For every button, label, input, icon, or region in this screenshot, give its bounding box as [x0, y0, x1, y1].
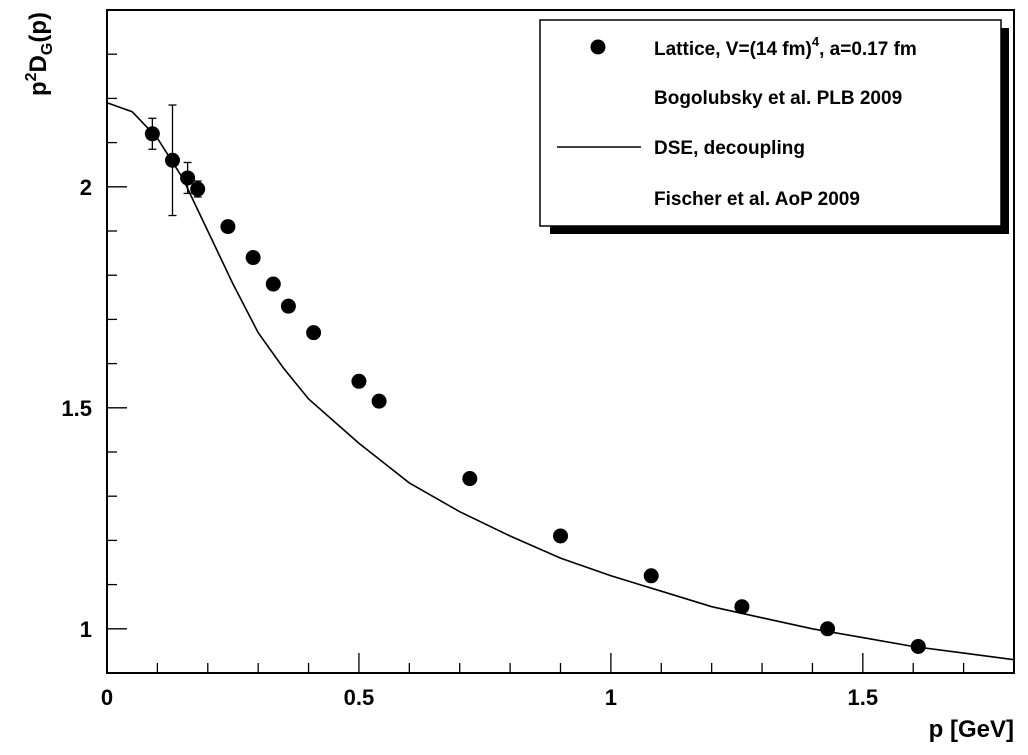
y-axis-label-sub: G [39, 43, 56, 55]
y-axis-label: p2DG(p) [23, 12, 56, 96]
plot-frame [106, 9, 1015, 674]
legend-box [539, 19, 1002, 227]
legend-label-bogolubsky: Bogolubsky et al. PLB 2009 [654, 88, 902, 109]
x-tick-label: 0.5 [344, 685, 375, 710]
data-point [643, 568, 659, 584]
x-tick-label: 1.5 [848, 685, 879, 710]
y-axis-label-base: p [25, 81, 52, 96]
data-point [820, 621, 836, 637]
legend-label-lattice-tail: , a=0.17 fm [819, 39, 917, 60]
legend-marker-lattice [590, 39, 606, 55]
data-point [351, 373, 367, 389]
y-axis-label-tail: (p) [25, 12, 52, 43]
legend-label-fischer: Fischer et al. AoP 2009 [654, 189, 860, 210]
x-tick-label: 1 [605, 685, 617, 710]
data-point [371, 393, 387, 409]
y-tick-label: 1 [80, 617, 92, 642]
x-axis-label: p [GeV] [929, 716, 1014, 743]
legend-label-lattice-main: Lattice, V=(14 fm) [654, 39, 812, 60]
legend: Lattice, V=(14 fm)4, a=0.17 fm Bogolubsk… [539, 19, 1009, 234]
data-point [190, 181, 206, 197]
lattice-points [144, 104, 926, 654]
data-point [306, 325, 322, 341]
data-point [553, 528, 568, 544]
data-point [280, 298, 296, 314]
y-axis-label-mid: D [25, 55, 52, 72]
data-point [910, 638, 926, 654]
legend-label-lattice-sup: 4 [812, 34, 820, 49]
legend-label-lattice: Lattice, V=(14 fm)4, a=0.17 fm [654, 34, 917, 60]
data-point [180, 170, 196, 186]
data-point [734, 599, 750, 615]
data-point [462, 471, 478, 487]
y-axis-label-sup: 2 [23, 72, 40, 81]
y-tick-labels: 11.52 [61, 175, 92, 642]
data-point [245, 250, 261, 266]
x-tick-labels: 0 0.5 1 1.5 [101, 685, 878, 710]
y-tick-label: 2 [80, 175, 92, 200]
legend-label-dse: DSE, decoupling [654, 138, 805, 159]
axis-ticks [106, 9, 1015, 674]
x-tick-label: 0 [101, 685, 113, 710]
y-tick-label: 1.5 [61, 396, 92, 421]
data-point [165, 152, 181, 168]
data-point [265, 276, 281, 292]
data-point [220, 219, 236, 235]
data-point [144, 126, 160, 142]
